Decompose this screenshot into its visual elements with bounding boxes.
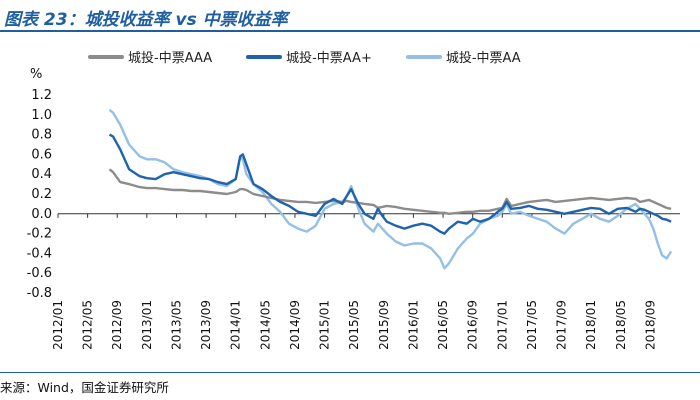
x-tick-label: 2018/09 bbox=[643, 300, 657, 350]
legend-item-aaa: 城投-中票AAA bbox=[88, 47, 212, 66]
y-tick-label: -0.8 bbox=[27, 286, 52, 301]
series-line-aa-plus bbox=[108, 133, 672, 235]
x-tick-label: 2012/01 bbox=[51, 300, 65, 350]
x-tick-label: 2015/05 bbox=[347, 300, 361, 350]
legend-swatch-aa-plus bbox=[246, 54, 283, 59]
y-tick-label: 1.2 bbox=[31, 88, 52, 103]
legend-item-aa: 城投-中票AA bbox=[405, 47, 521, 66]
x-tick-label: 2017/09 bbox=[555, 300, 569, 350]
title-bar: 图表 23：城投收益率 vs 中票收益率 bbox=[0, 0, 700, 32]
y-tick-label: -0.2 bbox=[27, 227, 52, 242]
x-tick-label: 2016/05 bbox=[436, 300, 450, 350]
y-tick-label: 0.2 bbox=[31, 187, 52, 202]
x-tick-label: 2016/09 bbox=[466, 300, 480, 350]
legend-label-aaa: 城投-中票AAA bbox=[128, 51, 213, 66]
chart-canvas: % 1.21.00.80.60.40.20.0-0.2-0.4-0.6-0.8 … bbox=[27, 67, 680, 350]
y-axis: 1.2 1.0 0.8 0.6 0.4 0.2 0.0 -0.2 -0.4 -0.6 -0.8 bbox=[27, 88, 680, 301]
series-line-aaa bbox=[108, 168, 672, 215]
legend-label-aa-plus: 城投-中票AA+ bbox=[286, 51, 372, 66]
x-tick-label: 2013/01 bbox=[140, 300, 154, 350]
legend-item-aa-plus: 城投-中票AA+ bbox=[246, 47, 372, 66]
y-tick-label: 1.0 bbox=[31, 108, 52, 123]
x-tick-label: 2015/09 bbox=[377, 300, 391, 350]
y-tick-label: 0.6 bbox=[31, 147, 52, 162]
x-tick-label: 2012/05 bbox=[81, 300, 95, 350]
source-note: 来源：Wind，国金证券研究所 bbox=[0, 380, 169, 395]
y-tick-label: -0.6 bbox=[27, 266, 52, 281]
x-tick-label: 2014/01 bbox=[229, 300, 243, 350]
bottom-rule bbox=[0, 372, 700, 373]
x-tick-label: 2016/01 bbox=[406, 300, 420, 350]
legend-swatch-aa bbox=[405, 54, 442, 59]
y-tick-label: 0.8 bbox=[31, 128, 52, 143]
x-tick-label: 2018/01 bbox=[584, 300, 598, 350]
y-tick-label: -0.4 bbox=[27, 246, 52, 261]
x-tick-label: 2017/05 bbox=[525, 300, 539, 350]
x-tick-label: 2015/01 bbox=[318, 300, 332, 350]
x-tick-label: 2013/09 bbox=[199, 300, 213, 350]
y-axis-unit: % bbox=[30, 67, 42, 82]
legend-label-aa: 城投-中票AA bbox=[445, 51, 521, 66]
series-group bbox=[108, 108, 673, 270]
x-tick-label: 2017/01 bbox=[495, 300, 509, 350]
legend-swatch-aaa bbox=[88, 54, 124, 59]
x-tick-label: 2018/05 bbox=[614, 300, 628, 350]
x-axis: 2012/01 2012/05 2012/09 2013/01 2013/05 2013/… bbox=[51, 213, 657, 350]
y-tick-label: 0.0 bbox=[31, 207, 52, 222]
x-tick-label: 2013/05 bbox=[169, 300, 183, 350]
x-tick-label: 2014/09 bbox=[288, 300, 302, 350]
series-line-aa bbox=[108, 108, 673, 270]
legend: 城投-中票AAA 城投-中票AA+ 城投-中票AA bbox=[88, 47, 555, 66]
x-tick-label: 2012/09 bbox=[110, 300, 124, 350]
x-tick-label: 2014/05 bbox=[258, 300, 272, 350]
y-tick-label: 0.4 bbox=[31, 167, 52, 182]
chart-title: 图表 23：城投收益率 vs 中票收益率 bbox=[4, 10, 288, 30]
